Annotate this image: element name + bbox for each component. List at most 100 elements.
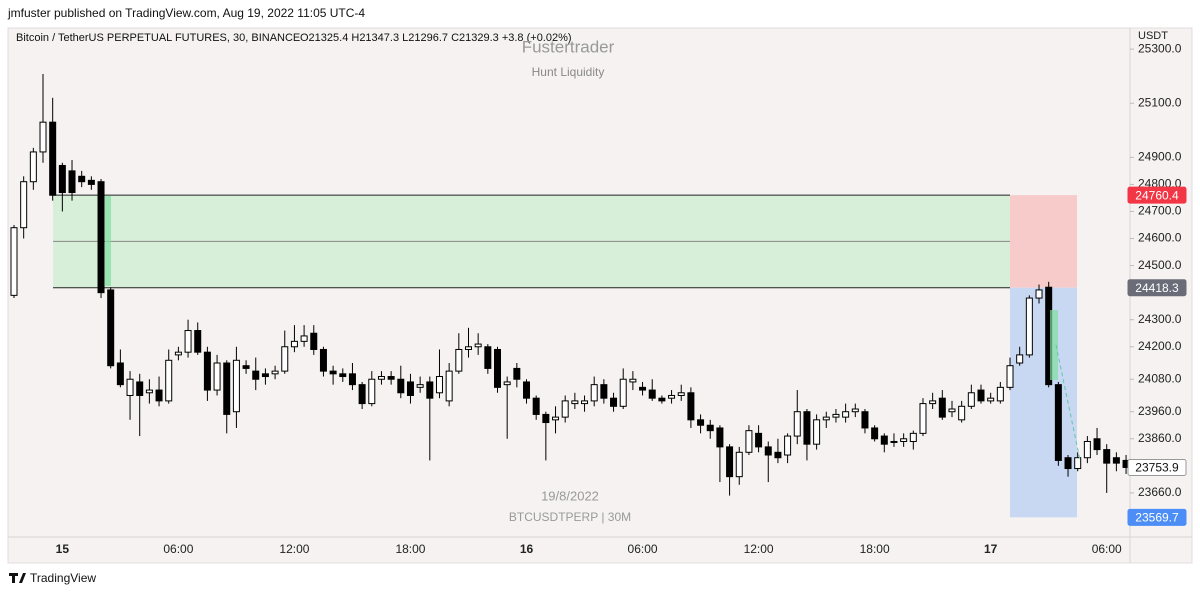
candle-body [464,346,472,350]
candle-body [861,411,869,429]
candle-body [697,419,705,426]
candle-body [1093,438,1101,451]
candle-body [136,381,144,396]
candle-body [10,227,18,296]
x-tick-label: 16 [520,542,534,556]
candle-body [232,359,240,413]
x-tick-label: 12:00 [279,542,309,556]
candle-body [368,378,376,405]
candle-body [542,413,550,424]
candle-body [629,378,637,383]
candle-body [987,397,995,402]
candle-body [339,373,347,378]
candle-body [329,370,337,375]
highlight [105,196,111,286]
price-label-box [1127,186,1187,204]
candle-body [1054,384,1062,461]
candle-body [726,446,734,478]
candle-body [832,413,840,418]
candle-body [996,386,1004,402]
candle-body [1035,289,1043,299]
candle-body [1025,297,1033,356]
candle-body [97,181,105,294]
y-tick-label: 23960.0 [1138,404,1182,418]
publisher: jmfuster published on TradingView.com, A… [7,6,365,20]
x-tick-label: 12:00 [744,542,774,556]
candle-body [938,397,946,418]
price-label: 24418.3 [1135,281,1179,295]
y-tick-label: 24600.0 [1138,231,1182,245]
x-tick-label: 18:00 [860,542,890,556]
x-tick-label: 06:00 [1092,542,1122,556]
candle-body [261,373,269,378]
highlight [1050,310,1058,380]
candle-body [203,351,211,391]
candle-body [494,348,501,388]
y-tick-label: 25100.0 [1138,95,1182,109]
watermark: BTCUSDTPERP | 30M [509,510,631,524]
y-tick-label: 24200.0 [1138,339,1182,353]
candle-body [58,164,66,194]
candle-body [49,121,57,196]
candle-body [1064,457,1072,470]
candle-body [1083,440,1091,459]
candle-body [445,370,453,402]
candle-body [774,451,782,459]
candle-body [78,175,86,183]
candle-body [300,335,308,342]
candle-body [610,397,618,407]
candle-body [87,179,95,185]
candle-body [426,381,434,399]
candle-body [319,348,327,372]
y-tick-label: 24080.0 [1138,371,1182,385]
candle-body [155,389,163,402]
x-tick-label: 17 [984,542,998,556]
candle-body [581,400,589,405]
chart-panel [7,27,1193,564]
candle-body [813,419,821,445]
chart-subtitle: Hunt Liquidity [532,65,605,79]
candle-body [68,170,76,194]
candle-body [716,427,724,448]
candle-body [532,397,540,415]
candle-body [1006,365,1014,388]
date-label: 19/8/2022 [541,488,599,503]
candle-body [706,424,714,432]
candle-body [194,330,202,353]
candle-body [242,365,250,369]
candle-body [764,446,772,456]
price-axis: 15 06:00 12:00 18:00 16 06:00 12:00 18:00 17 06:0… [56,41,1187,556]
candle-body [919,403,927,434]
x-tick-label: 18:00 [395,542,425,556]
chart-title: Fustertrader [522,37,615,56]
y-tick-label: 25300.0 [1138,41,1182,55]
candle-body [377,376,385,380]
candle-body [271,370,279,375]
candle-body [639,386,647,391]
candle-body [619,378,627,407]
candle-body [668,394,676,399]
candle-body [387,376,395,380]
candle-body [484,346,492,369]
candle-body [871,427,879,440]
candle-body [600,384,608,399]
candle-body [590,384,598,402]
y-tick-label: 23860.0 [1138,431,1182,445]
logo [9,573,26,583]
candle-body [803,411,811,445]
candle-body [397,378,405,394]
y-tick-label: 23660.0 [1138,485,1182,499]
candle-body [958,405,966,421]
candle-body [406,381,414,396]
candle-body [793,411,801,437]
candle-body [474,343,482,348]
price-label-box [1127,279,1187,297]
candle-body [909,432,917,442]
price-label: 24760.4 [1135,188,1179,202]
candle-body [648,389,656,399]
zones [53,194,1077,518]
x-tick-label: 15 [56,542,70,556]
candle-body [735,451,743,478]
candle-body [503,381,511,386]
